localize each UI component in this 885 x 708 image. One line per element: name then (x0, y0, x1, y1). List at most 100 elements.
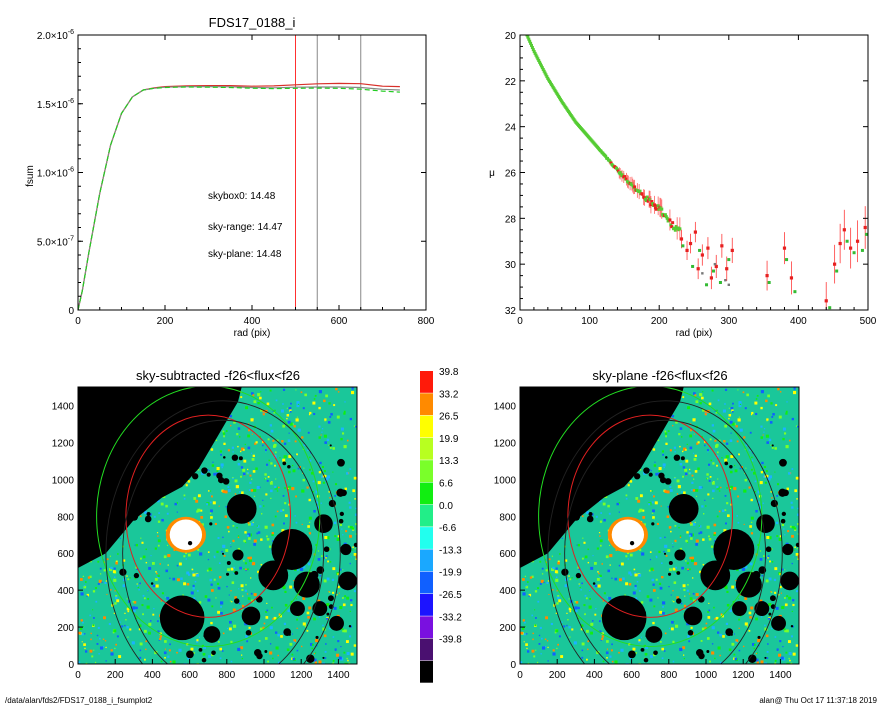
masked-object (665, 456, 668, 459)
masked-object (752, 579, 757, 584)
image-speckle (287, 420, 291, 424)
image-speckle (546, 581, 549, 585)
image-speckle (166, 544, 169, 546)
image-speckle (691, 474, 694, 477)
image-speckle (759, 550, 762, 552)
masked-object (198, 610, 204, 616)
image-speckle (323, 634, 327, 638)
masked-object (146, 512, 151, 516)
image-speckle (192, 573, 196, 577)
image-speckle (241, 654, 243, 656)
image-speckle (538, 642, 541, 645)
image-speckle (187, 573, 191, 576)
masked-object (245, 629, 252, 636)
image-speckle (343, 410, 346, 413)
image-speckle (289, 422, 293, 426)
image-speckle (274, 409, 276, 412)
image-speckle (584, 613, 586, 616)
image-speckle (793, 387, 796, 390)
image-speckle (663, 650, 666, 652)
image-speckle (708, 479, 711, 482)
image-speckle (208, 567, 212, 571)
image-speckle (292, 657, 296, 661)
image-speckle (576, 577, 578, 580)
image-speckle (724, 403, 726, 405)
x-tick-label-fsum: 800 (418, 316, 435, 327)
image-speckle (317, 550, 320, 552)
mu-profile-point (630, 182, 634, 186)
image-speckle (325, 557, 327, 559)
image-speckle (309, 643, 313, 646)
image-speckle (784, 603, 788, 607)
colorbar-cell (420, 594, 433, 616)
image-speckle (135, 543, 138, 547)
image-speckle (127, 578, 130, 581)
image-speckle (334, 648, 337, 651)
image-speckle (731, 422, 735, 426)
image-speckle (282, 495, 285, 497)
mu-point-red (855, 239, 860, 243)
image-speckle (605, 555, 609, 559)
masked-object (653, 650, 658, 656)
image-speckle (786, 662, 790, 664)
image-speckle (556, 590, 558, 592)
image-speckle (750, 529, 752, 531)
image-speckle (245, 569, 247, 572)
image-speckle (786, 595, 789, 598)
image-speckle (295, 389, 297, 391)
mu-point-green (711, 269, 715, 273)
image-speckle (699, 401, 702, 405)
image-speckle (723, 529, 727, 533)
image-speckle (315, 501, 318, 504)
image-speckle (269, 626, 273, 630)
mu-profile-point (670, 225, 674, 229)
image-speckle (668, 627, 671, 630)
masked-object (282, 461, 287, 466)
image-speckle (636, 580, 639, 583)
image-speckle (163, 555, 167, 559)
image-speckle (219, 647, 223, 651)
image-speckle (547, 580, 549, 582)
image-speckle (795, 590, 798, 593)
mu-profile-point (531, 48, 535, 52)
image-speckle (544, 638, 547, 641)
image-speckle (139, 557, 142, 560)
image-speckle (655, 472, 658, 476)
image-speckle (652, 509, 655, 513)
image-speckle (225, 549, 229, 552)
y-tick-label-image: 600 (57, 549, 74, 560)
image-speckle (290, 600, 293, 603)
image-speckle (145, 640, 148, 643)
colorbar-cell (420, 393, 433, 416)
image-speckle (669, 568, 672, 572)
image-speckle (709, 660, 711, 663)
image-speckle (97, 626, 100, 629)
image-speckle (233, 566, 236, 569)
mu-profile-point (650, 200, 654, 204)
image-speckle (256, 525, 259, 527)
image-speckle (779, 585, 782, 589)
image-speckle (260, 538, 263, 541)
image-speckle (267, 660, 269, 663)
image-speckle (253, 489, 257, 492)
image-speckle (525, 585, 529, 589)
image-speckle (735, 580, 737, 582)
image-speckle (308, 498, 311, 502)
image-speckle (308, 529, 310, 531)
fsum-series-line-1 (78, 85, 400, 310)
image-speckle (707, 451, 709, 453)
image-speckle (770, 490, 773, 493)
image-speckle (336, 594, 338, 596)
x-tick-label-mu: 0 (517, 316, 523, 327)
image-speckle (293, 580, 295, 582)
image-speckle (594, 584, 598, 588)
x-tick-label-image: 1000 (695, 670, 718, 681)
masked-star (338, 571, 357, 591)
colorbar-label: -6.6 (439, 523, 457, 534)
image-speckle (256, 532, 259, 535)
image-speckle (166, 512, 169, 515)
image-speckle (309, 411, 312, 415)
image-speckle (104, 640, 107, 642)
image-speckle (693, 392, 696, 395)
colorbar-cell (420, 616, 433, 639)
